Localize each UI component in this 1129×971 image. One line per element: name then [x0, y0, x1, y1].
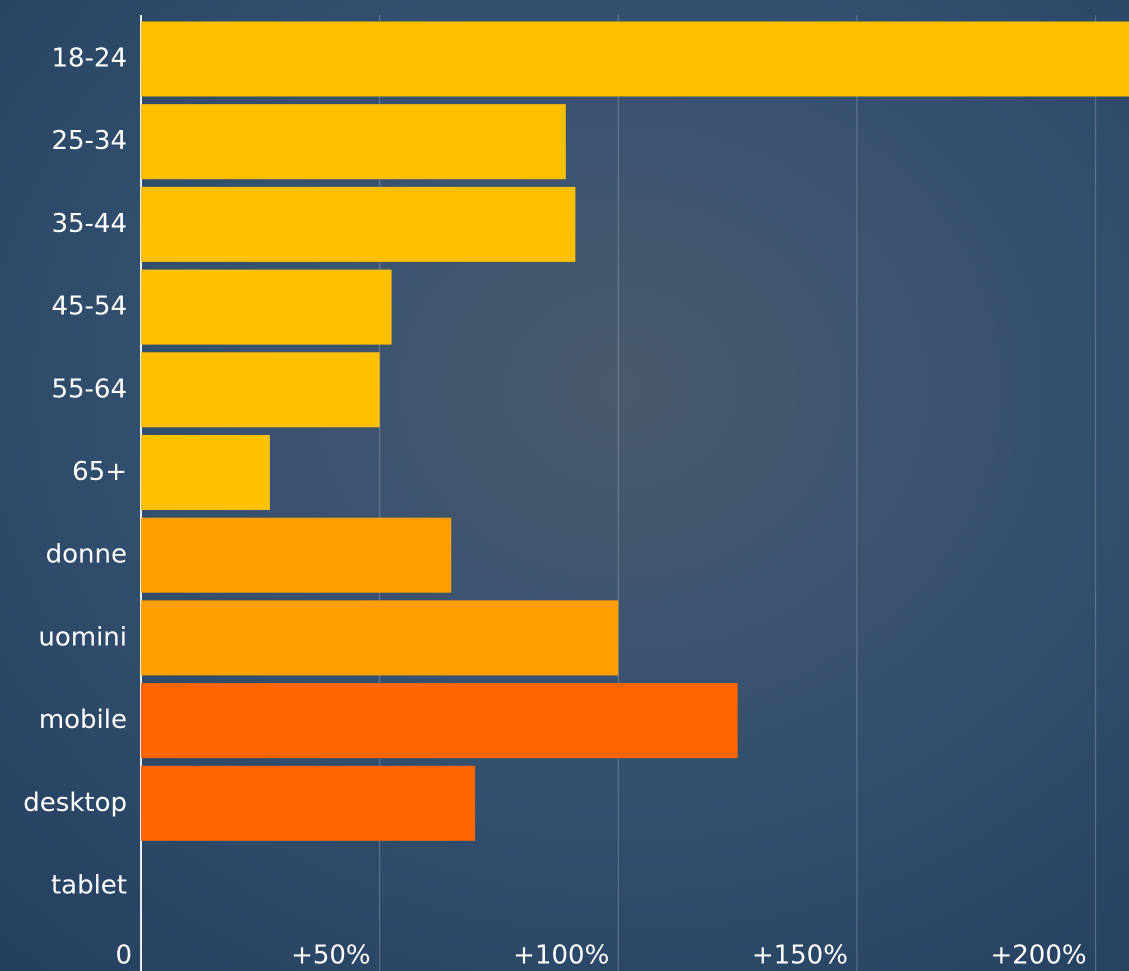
y-tick-label: 25-34 [51, 126, 127, 156]
bar [141, 269, 392, 345]
bar [141, 186, 576, 262]
y-tick-label: 65+ [72, 457, 127, 487]
y-tick-label: 55-64 [51, 374, 127, 404]
bar [141, 765, 476, 841]
y-tick-label: tablet [51, 871, 127, 901]
bar [141, 600, 619, 676]
y-tick-label: 35-44 [51, 209, 127, 239]
bar [141, 435, 270, 510]
bar [141, 683, 738, 759]
y-tick-label: 45-54 [51, 292, 127, 322]
bar [141, 104, 566, 180]
bar [141, 517, 452, 593]
y-tick-label: uomini [38, 622, 127, 652]
x-tick-label: +100% [513, 941, 609, 971]
y-tick-label: 18-24 [51, 44, 127, 74]
y-tick-label: donne [46, 540, 127, 570]
bar [141, 352, 380, 428]
y-tick-label: desktop [23, 788, 127, 818]
x-tick-label: 0 [115, 941, 132, 971]
bar [141, 21, 1129, 97]
x-tick-label: +200% [990, 941, 1086, 971]
y-tick-label: mobile [39, 705, 127, 735]
x-tick-label: +50% [291, 941, 371, 971]
x-tick-label: +150% [752, 941, 848, 971]
